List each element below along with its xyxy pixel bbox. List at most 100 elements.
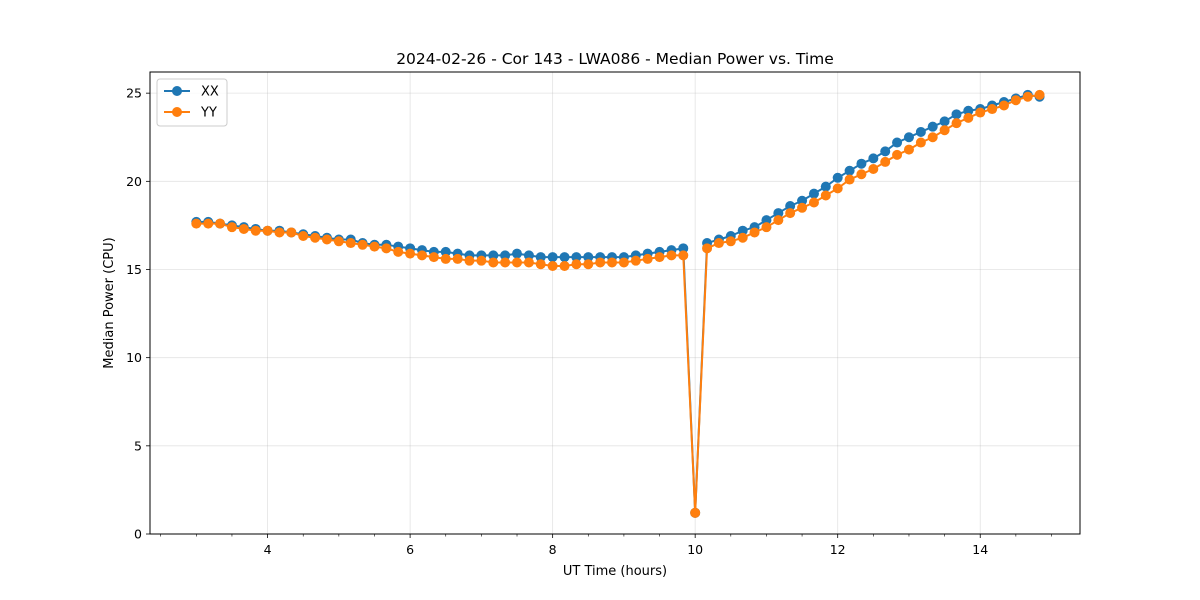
data-point-xx [773, 208, 784, 219]
data-point-yy [310, 232, 321, 243]
y-tick-label: 15 [126, 262, 142, 277]
data-point-xx [547, 252, 558, 263]
data-point-yy [1010, 95, 1021, 106]
data-point-yy [892, 149, 903, 160]
data-point-yy [1034, 89, 1045, 100]
data-point-yy [618, 257, 629, 268]
data-point-yy [464, 255, 475, 266]
data-point-yy [654, 252, 665, 263]
data-point-xx [559, 252, 570, 263]
data-point-yy [417, 250, 428, 261]
data-point-xx [797, 195, 808, 206]
data-point-yy [488, 257, 499, 268]
data-point-yy [274, 227, 285, 238]
legend-marker-yy [172, 107, 182, 117]
data-point-yy [547, 260, 558, 271]
data-point-yy [428, 252, 439, 263]
data-point-xx [808, 188, 819, 199]
data-point-yy [298, 230, 309, 241]
data-point-xx [927, 121, 938, 132]
data-point-xx [915, 126, 926, 137]
data-point-yy [963, 112, 974, 123]
data-point-yy [286, 227, 297, 238]
data-point-yy [975, 107, 986, 118]
data-point-yy [915, 137, 926, 148]
data-point-yy [1022, 91, 1033, 102]
data-point-yy [927, 132, 938, 143]
data-point-yy [333, 236, 344, 247]
data-point-yy [642, 253, 653, 264]
data-point-xx [737, 225, 748, 236]
data-point-yy [702, 243, 713, 254]
data-point-yy [250, 225, 261, 236]
legend: XX YY [156, 78, 228, 127]
data-point-yy [820, 190, 831, 201]
data-point-yy [476, 255, 487, 266]
x-tick-label: 10 [687, 542, 703, 557]
data-point-yy [987, 104, 998, 115]
data-point-xx [820, 181, 831, 192]
data-point-yy [203, 218, 214, 229]
data-point-yy [797, 202, 808, 213]
data-point-yy [523, 257, 534, 268]
data-point-xx [880, 146, 891, 157]
data-point-yy [880, 156, 891, 167]
data-point-yy [690, 507, 701, 518]
data-point-yy [321, 234, 332, 245]
data-point-xx [678, 243, 689, 254]
data-point-yy [749, 227, 760, 238]
data-point-yy [951, 118, 962, 129]
data-point-xx [761, 215, 772, 226]
data-point-yy [500, 257, 511, 268]
data-point-xx [892, 137, 903, 148]
x-axis-label: UT Time (hours) [563, 564, 667, 579]
data-point-xx [963, 105, 974, 116]
data-point-yy [868, 163, 879, 174]
data-point-yy [666, 250, 677, 261]
x-tick-label: 12 [830, 542, 846, 557]
data-point-yy [832, 183, 843, 194]
data-point-xx [440, 246, 451, 257]
data-point-yy [440, 253, 451, 264]
x-tick-label: 6 [406, 542, 414, 557]
legend-label-xx: XX [201, 85, 219, 100]
data-point-yy [595, 257, 606, 268]
legend-marker-xx [172, 86, 182, 96]
y-tick-label: 0 [134, 527, 142, 542]
data-point-xx [832, 172, 843, 183]
data-point-xx [500, 250, 511, 261]
data-point-xx [523, 250, 534, 261]
data-point-yy [713, 238, 724, 249]
data-point-xx [951, 109, 962, 120]
data-point-yy [939, 125, 950, 136]
x-tick-label: 14 [972, 542, 988, 557]
data-point-yy [405, 248, 416, 259]
data-point-yy [393, 246, 404, 257]
data-point-yy [571, 259, 582, 270]
data-point-yy [191, 218, 202, 229]
data-point-yy [844, 174, 855, 185]
data-point-xx [903, 132, 914, 143]
data-point-yy [785, 208, 796, 219]
legend-label-yy: YY [200, 106, 217, 121]
data-point-yy [808, 197, 819, 208]
series-lines [191, 89, 1045, 518]
data-point-xx [939, 116, 950, 127]
plot-frame [149, 71, 1081, 535]
data-point-yy [583, 259, 594, 270]
data-point-xx [844, 165, 855, 176]
data-point-yy [452, 253, 463, 264]
data-point-yy [725, 236, 736, 247]
data-point-xx [535, 252, 546, 263]
data-point-yy [737, 232, 748, 243]
y-axis-label: Median Power (CPU) [102, 237, 117, 368]
data-point-yy [369, 241, 380, 252]
data-point-yy [630, 255, 641, 266]
data-point-yy [856, 169, 867, 180]
y-tick-label: 25 [126, 86, 142, 101]
data-point-yy [761, 222, 772, 233]
data-point-yy [381, 243, 392, 254]
data-point-yy [998, 100, 1009, 111]
data-point-xx [583, 252, 594, 263]
